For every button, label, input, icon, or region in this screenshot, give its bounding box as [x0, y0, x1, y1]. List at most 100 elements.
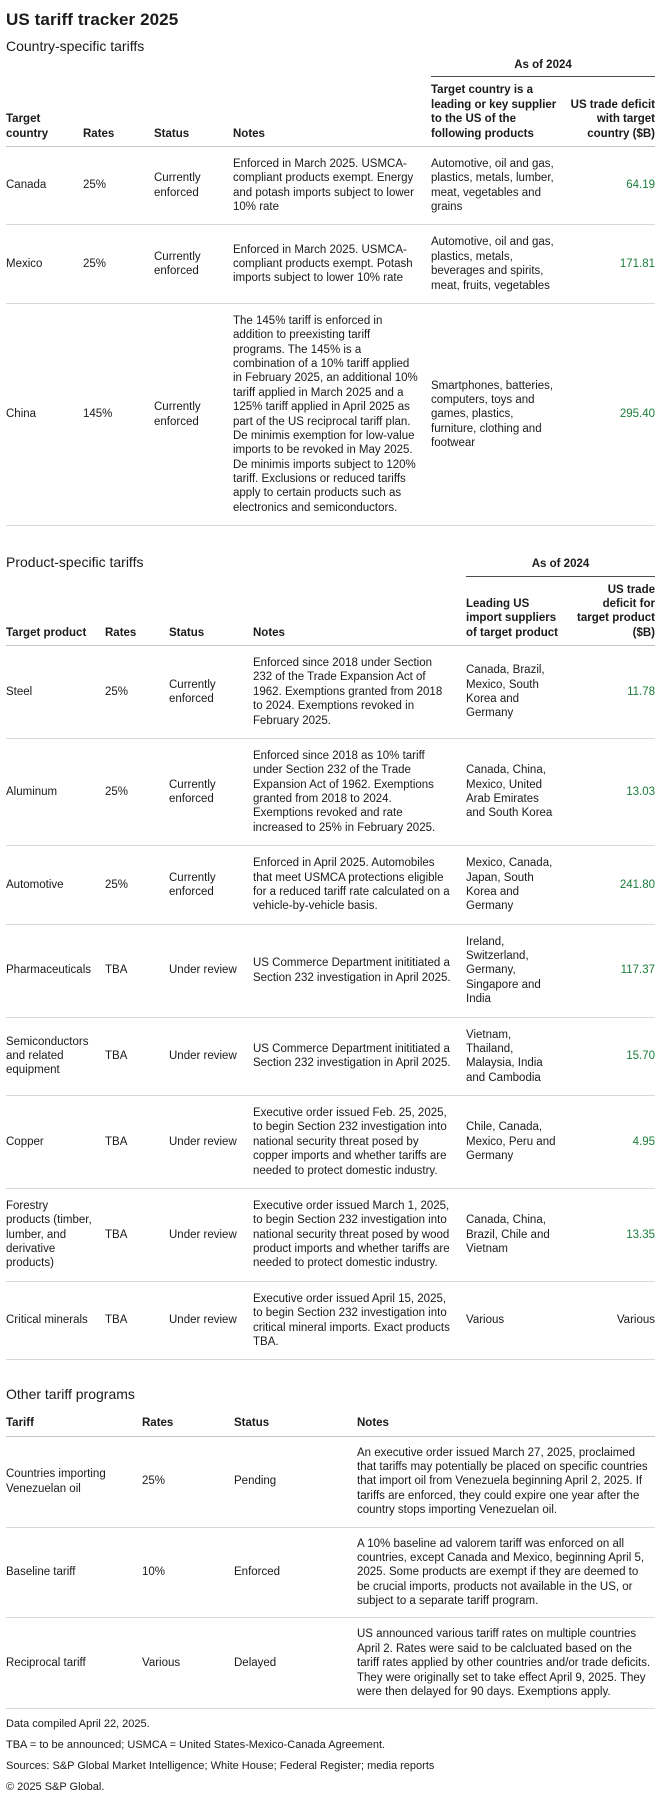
cell-status: Currently enforced: [169, 871, 216, 898]
column-header: Notes: [357, 1410, 655, 1437]
column-header: US trade deficit for target product ($B): [571, 576, 655, 646]
cell-status: Currently enforced: [169, 778, 216, 805]
cell-target: China: [6, 408, 37, 421]
cell-target: Forestry products (timber, lumber, and d…: [6, 1199, 92, 1270]
section-heading: Country-specific tariffs: [6, 38, 145, 54]
cell-rates: TBA: [105, 1135, 128, 1148]
column-header: Status: [154, 76, 233, 147]
cell-status: Currently enforced: [169, 678, 216, 705]
cell-deficit: 117.37: [620, 964, 655, 977]
cell-status: Under review: [169, 1314, 237, 1327]
cell-status: Under review: [169, 964, 237, 977]
cell-status: Under review: [169, 1135, 237, 1148]
table-row: Semiconductors and related equipment TBA U…: [6, 1017, 655, 1096]
product-tariffs-table: As of 2024 Target product Rates Status Notes…: [6, 555, 655, 1360]
cell-status: Under review: [169, 1050, 237, 1063]
other-programs-table: Tariff Rates Status Notes Countries importin…: [6, 1410, 655, 1709]
cell-target: Reciprocal tariff: [6, 1657, 86, 1670]
column-header: Rates: [83, 76, 154, 147]
cell-supplier: Canada, China, Mexico, United Arab Emira…: [466, 764, 553, 820]
cell-rates: 25%: [105, 878, 129, 891]
cell-deficit: Various: [616, 1314, 655, 1327]
as-of-row: As of 2024: [6, 56, 655, 78]
table-row: Critical minerals TBA Under review Executiv…: [6, 1281, 655, 1360]
column-header: Notes: [233, 76, 431, 147]
cell-supplier: Various: [466, 1314, 505, 1327]
cell-notes: Enforced since 2018 under Section 232 of…: [253, 657, 443, 727]
cell-target: Canada: [6, 179, 47, 192]
cell-notes: US announced various tariff rates on mul…: [357, 1628, 651, 1698]
cell-deficit: 64.19: [626, 179, 655, 192]
cell-target: Semiconductors and related equipment: [6, 1035, 89, 1077]
table-row: Reciprocal tariff Various Delayed US announ…: [6, 1618, 655, 1709]
footnote-abbreviations: TBA = to be announced; USMCA = United St…: [6, 1739, 386, 1752]
cell-target: Critical minerals: [6, 1314, 88, 1327]
cell-target: Mexico: [6, 257, 43, 270]
cell-deficit: 13.35: [626, 1228, 655, 1241]
cell-notes: Executive order issued Feb. 25, 2025, to…: [253, 1107, 447, 1177]
cell-supplier: Automotive, oil and gas, plastics, metal…: [431, 157, 554, 213]
cell-notes: The 145% tariff is enforced in addition …: [233, 314, 418, 514]
column-header: Tariff: [6, 1410, 142, 1437]
column-header: Status: [169, 576, 253, 646]
cell-rates: 25%: [142, 1475, 166, 1488]
cell-supplier: Chile, Canada, Mexico, Peru and Germany: [466, 1121, 556, 1163]
column-header-row: Target country Rates Status Notes Target cou…: [6, 76, 655, 147]
cell-status: Currently enforced: [154, 250, 201, 278]
cell-notes: Enforced in March 2025. USMCA-compliant …: [233, 243, 413, 285]
footnotes: Data compiled April 22, 2025. TBA = to b…: [6, 1709, 655, 1793]
cell-rates: 25%: [83, 179, 107, 192]
table-row: Mexico 25% Currently enforced Enforced in M…: [6, 225, 655, 304]
section-other-tariff-programs: Other tariff programs Tariff Rates Status N…: [6, 1386, 655, 1709]
cell-deficit: 171.81: [619, 257, 655, 270]
cell-target: Baseline tariff: [6, 1566, 76, 1579]
cell-status: Under review: [169, 1228, 237, 1241]
footnote-sources: Sources: S&P Global Market Intelligence;…: [6, 1760, 435, 1773]
cell-notes: Enforced in April 2025. Automobiles that…: [253, 857, 450, 913]
cell-notes: Executive order issued March 1, 2025, to…: [253, 1199, 450, 1270]
cell-rates: 10%: [142, 1566, 166, 1579]
cell-target: Steel: [6, 685, 33, 698]
footnote-copyright: © 2025 S&P Global.: [6, 1781, 105, 1794]
footnote-data-compiled: Data compiled April 22, 2025.: [6, 1718, 150, 1731]
cell-notes: Enforced since 2018 as 10% tariff under …: [253, 749, 436, 834]
column-header: Rates: [142, 1410, 234, 1437]
cell-status: Currently enforced: [154, 172, 201, 199]
cell-supplier: Vietnam, Thailand, Malaysia, India and C…: [466, 1028, 543, 1084]
cell-rates: TBA: [105, 1228, 128, 1241]
cell-deficit: 13.03: [626, 785, 655, 798]
cell-supplier: Ireland, Switzerland, Germany, Singapore…: [466, 935, 541, 1006]
column-header: Status: [234, 1410, 357, 1437]
as-of-label: As of 2024: [466, 555, 655, 577]
cell-status: Pending: [234, 1475, 277, 1488]
cell-rates: Various: [142, 1657, 181, 1670]
section-heading: Other tariff programs: [6, 1386, 135, 1403]
cell-status: Enforced: [234, 1566, 281, 1579]
column-header: Target country is a leading or key suppl…: [431, 76, 569, 147]
cell-notes: Executive order issued April 15, 2025, t…: [253, 1292, 450, 1348]
cell-rates: 25%: [105, 685, 129, 698]
cell-status: Currently enforced: [154, 401, 201, 428]
cell-deficit: 4.95: [632, 1135, 655, 1148]
cell-rates: TBA: [105, 1050, 128, 1063]
country-tariffs-table: As of 2024 Target country Rates Status Notes…: [6, 56, 655, 526]
cell-rates: 25%: [105, 785, 129, 798]
table-row: Steel 25% Currently enforced Enforced since…: [6, 646, 655, 739]
cell-supplier: Mexico, Canada, Japan, South Korea and G…: [466, 857, 553, 913]
column-header-row: Target product Rates Status Notes Leading US…: [6, 576, 655, 646]
column-header: Rates: [105, 576, 169, 646]
table-row: Countries importing Venezuelan oil 25% Pen…: [6, 1436, 655, 1527]
cell-rates: 25%: [83, 257, 107, 270]
cell-target: Copper: [6, 1135, 44, 1148]
section-heading: Product-specific tariffs: [6, 554, 144, 571]
spacer-cell: [6, 56, 431, 77]
table-row: China 145% Currently enforced The 145% tari…: [6, 303, 655, 526]
section-country-specific-tariffs: Country-specific tariffs As of 2024 Targe…: [6, 38, 655, 526]
table-row: Automotive 25% Currently enforced Enforced …: [6, 846, 655, 925]
cell-deficit: 15.70: [626, 1050, 655, 1063]
cell-notes: US Commerce Department inititiated a Sec…: [253, 1042, 451, 1070]
cell-notes: A 10% baseline ad valorem tariff was enf…: [357, 1537, 645, 1608]
table-row: Canada 25% Currently enforced Enforced in M…: [6, 146, 655, 225]
table-row: Aluminum 25% Currently enforced Enforced si…: [6, 738, 655, 846]
